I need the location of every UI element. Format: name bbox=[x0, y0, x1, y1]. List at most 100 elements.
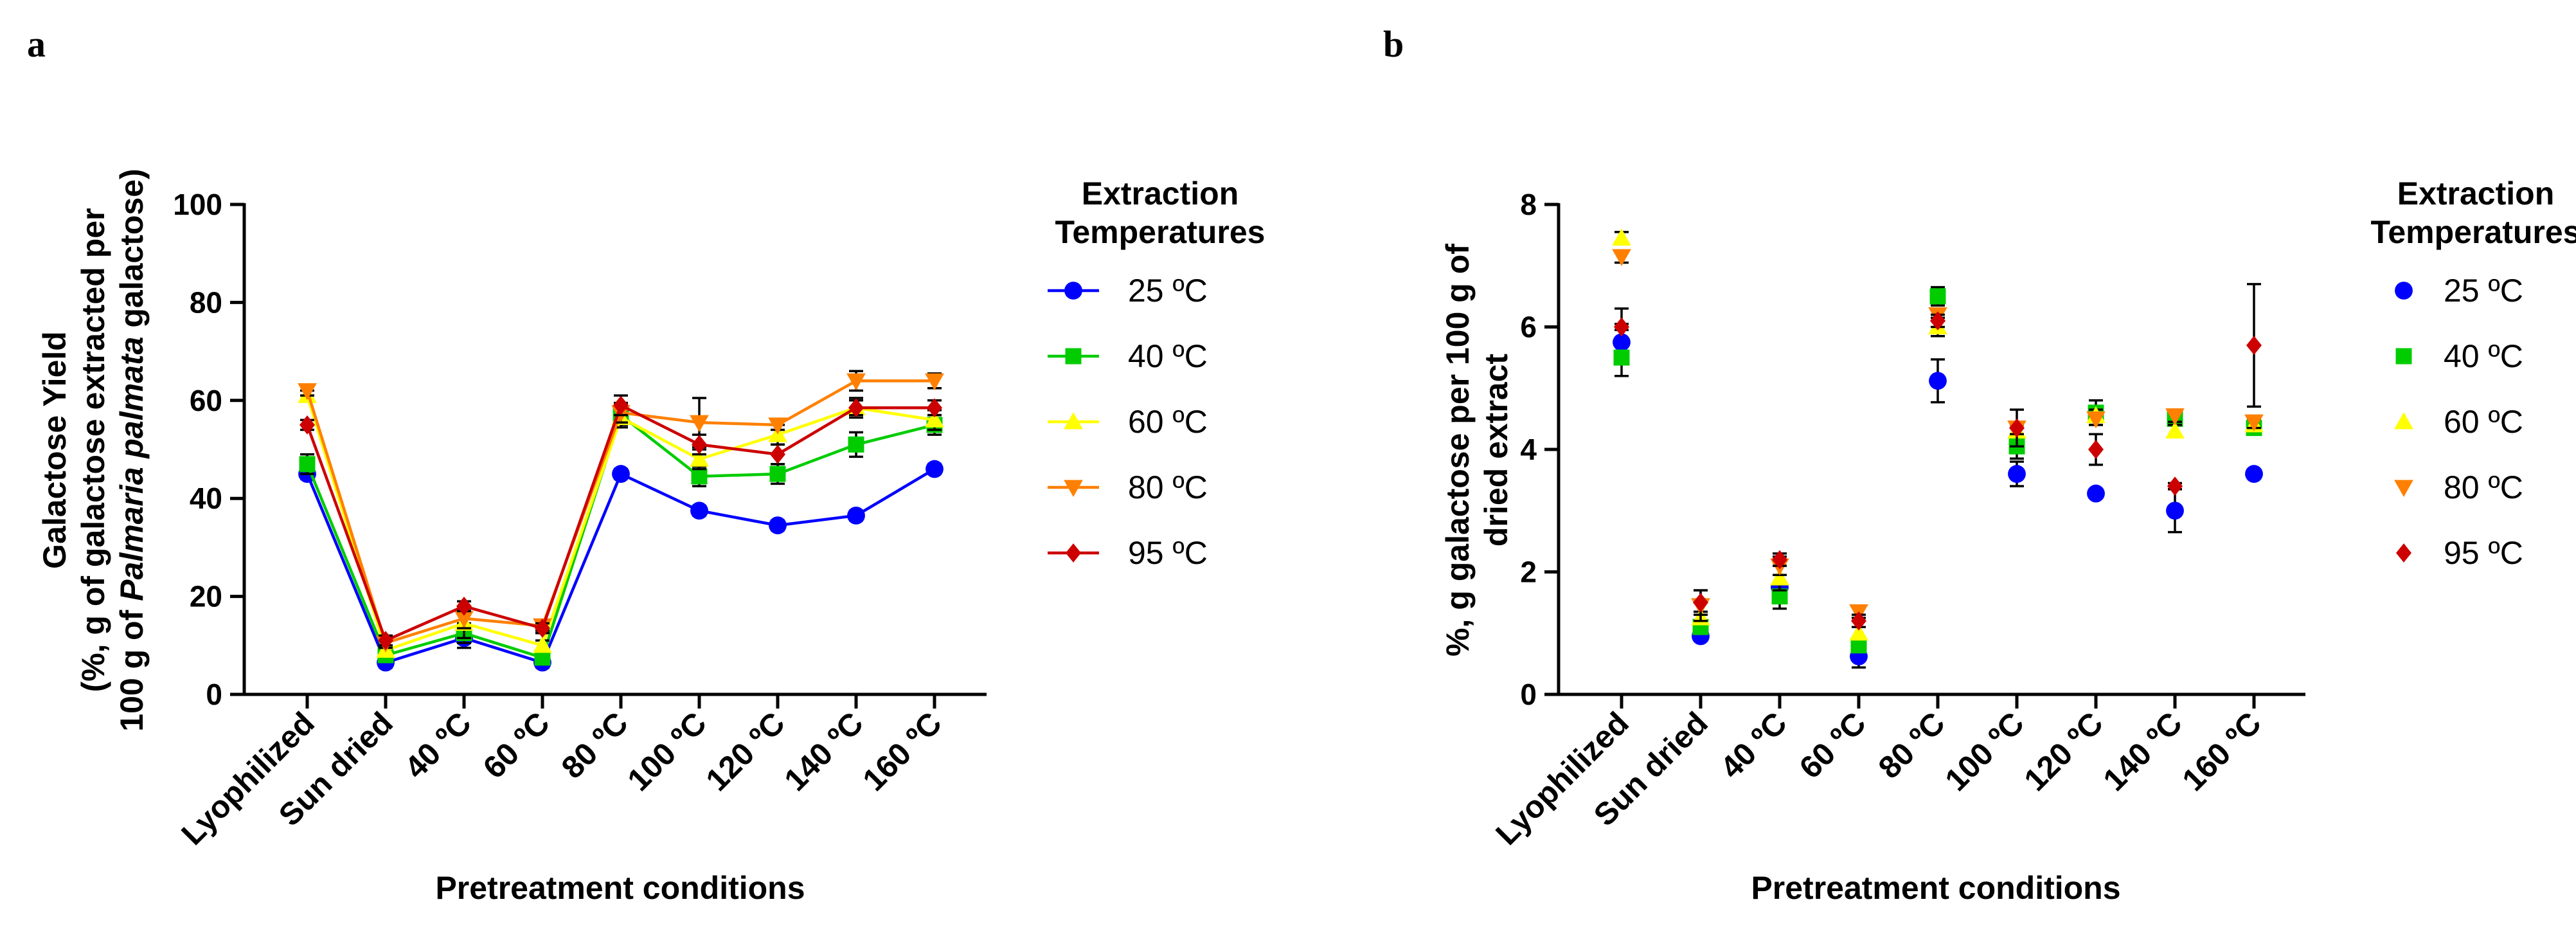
data-point-25-c-140-c bbox=[2166, 502, 2184, 520]
legend-label: 95 ºC bbox=[1128, 535, 1208, 571]
legend-label: 40 ºC bbox=[2444, 338, 2523, 374]
data-point-95-c-sun-dried bbox=[378, 631, 393, 651]
x-tick-label-120-c: 120 ºC bbox=[699, 706, 791, 798]
legend-item-80-c: 80 ºC bbox=[1048, 469, 1208, 505]
y-tick-label: 0 bbox=[1520, 678, 1537, 711]
y-axis-title-part: galactose) bbox=[114, 168, 150, 336]
data-point-80-c-120-c bbox=[2086, 411, 2106, 429]
legend-item-40-c: 40 ºC bbox=[1048, 338, 1208, 374]
data-point-95-c-lyophilized bbox=[300, 415, 315, 435]
data-point-25-c-160-c bbox=[926, 460, 944, 478]
y-tick-label: 20 bbox=[190, 580, 222, 613]
legend-label: 25 ºC bbox=[1128, 273, 1208, 309]
y-tick-label: 4 bbox=[1520, 433, 1537, 466]
y-axis-title-line: Galactose Yield bbox=[37, 331, 73, 569]
data-point-80-c-140-c bbox=[2165, 408, 2185, 426]
x-tick-label-140-c: 140 ºC bbox=[778, 706, 870, 798]
y-tick-label: 8 bbox=[1520, 188, 1537, 221]
data-point-95-c-160-c bbox=[927, 398, 942, 418]
data-point-80-c-lyophilized bbox=[298, 383, 317, 401]
data-point-95-c-100-c bbox=[692, 435, 707, 455]
legend-label: 60 ºC bbox=[2444, 404, 2523, 440]
data-point-25-c-80-c bbox=[612, 465, 630, 484]
data-point-60-c-40-c bbox=[1770, 568, 1789, 586]
legend-item-40-c: 40 ºC bbox=[2395, 338, 2523, 374]
legend-label: 40 ºC bbox=[1128, 338, 1208, 374]
legend-marker bbox=[2394, 480, 2413, 497]
data-point-95-c-140-c bbox=[848, 398, 864, 418]
legend-marker bbox=[1064, 480, 1083, 497]
data-point-40-c-lyophilized bbox=[299, 456, 316, 473]
legend-label: 95 ºC bbox=[2444, 535, 2523, 571]
data-point-25-c-120-c bbox=[769, 516, 787, 535]
legend-title-line: Extraction bbox=[1082, 176, 1239, 212]
data-point-60-c-140-c bbox=[2165, 421, 2185, 438]
data-point-95-c-120-c bbox=[770, 444, 785, 464]
data-point-25-c-160-c bbox=[2245, 465, 2263, 484]
legend-marker bbox=[2394, 412, 2413, 429]
data-point-95-c-80-c bbox=[613, 395, 629, 415]
series-40-c bbox=[1613, 285, 2262, 654]
data-point-80-c-40-c bbox=[454, 611, 474, 628]
data-point-60-c-60-c bbox=[1849, 623, 1868, 641]
x-tick-label-40-c: 40 ºC bbox=[1714, 706, 1794, 786]
data-point-40-c-100-c bbox=[691, 468, 708, 485]
x-tick-label-60-c: 60 ºC bbox=[1793, 706, 1873, 786]
data-point-95-c-lyophilized bbox=[1614, 317, 1629, 337]
legend-item-80-c: 80 ºC bbox=[2394, 469, 2523, 505]
y-tick-label: 0 bbox=[206, 678, 222, 711]
y-tick-label: 2 bbox=[1520, 556, 1537, 589]
x-tick-label-100-c: 100 ºC bbox=[1938, 706, 2030, 798]
data-point-80-c-140-c bbox=[846, 373, 866, 391]
y-tick-label: 40 bbox=[190, 482, 222, 515]
data-point-60-c-60-c bbox=[533, 635, 552, 653]
x-tick-label-40-c: 40 ºC bbox=[398, 706, 478, 786]
series-60-c bbox=[298, 386, 944, 658]
legend-item-95-c: 95 ºC bbox=[1048, 535, 1208, 571]
x-tick-label-60-c: 60 ºC bbox=[477, 706, 557, 786]
legend-item-25-c: 25 ºC bbox=[2395, 273, 2523, 309]
data-point-60-c-100-c bbox=[690, 449, 709, 467]
data-point-40-c-140-c bbox=[848, 436, 864, 453]
y-axis-title-line: dried extract bbox=[1478, 354, 1514, 547]
panel-letter: a bbox=[27, 23, 46, 65]
legend-marker bbox=[1066, 543, 1081, 563]
data-point-80-c-100-c bbox=[690, 415, 709, 432]
series-95-c bbox=[1614, 283, 2262, 631]
y-axis-title-species: Palmaria palmata bbox=[114, 337, 150, 601]
legend-label: 25 ºC bbox=[2444, 273, 2523, 309]
data-point-95-c-80-c bbox=[1930, 311, 1945, 330]
legend-marker bbox=[1065, 348, 1082, 365]
data-point-80-c-160-c bbox=[2244, 414, 2264, 432]
data-point-60-c-lyophilized bbox=[1612, 228, 1631, 246]
data-point-25-c-100-c bbox=[690, 502, 708, 520]
x-axis-title: Pretreatment conditions bbox=[1751, 870, 2120, 906]
data-point-95-c-140-c bbox=[2167, 476, 2183, 496]
series-40-c bbox=[299, 404, 943, 666]
data-point-40-c-120-c bbox=[769, 466, 786, 482]
legend-label: 80 ºC bbox=[2444, 469, 2523, 505]
legend-item-60-c: 60 ºC bbox=[2394, 404, 2523, 440]
series-line-95-c bbox=[305, 403, 935, 643]
legend-marker bbox=[1064, 412, 1083, 429]
panel-letter: b bbox=[1383, 23, 1404, 65]
y-axis-title-part: 100 g of bbox=[114, 601, 150, 732]
x-tick-label-100-c: 100 ºC bbox=[621, 706, 713, 798]
data-point-95-c-sun-dried bbox=[1693, 593, 1708, 613]
y-tick-label: 80 bbox=[190, 285, 222, 319]
legend-item-25-c: 25 ºC bbox=[1048, 273, 1208, 309]
x-tick-label-120-c: 120 ºC bbox=[2017, 706, 2109, 798]
legend-title-line: Temperatures bbox=[1055, 214, 1266, 250]
data-point-95-c-40-c bbox=[456, 596, 472, 616]
data-point-25-c-80-c bbox=[1929, 372, 1947, 390]
legend-title-line: Extraction bbox=[2397, 176, 2555, 212]
legend-label: 80 ºC bbox=[1128, 469, 1208, 505]
legend-label: 60 ºC bbox=[1128, 404, 1208, 440]
data-point-95-c-100-c bbox=[2009, 418, 2025, 438]
data-point-80-c-160-c bbox=[925, 373, 944, 391]
